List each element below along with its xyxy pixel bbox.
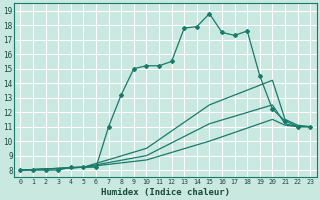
X-axis label: Humidex (Indice chaleur): Humidex (Indice chaleur) (101, 188, 230, 197)
